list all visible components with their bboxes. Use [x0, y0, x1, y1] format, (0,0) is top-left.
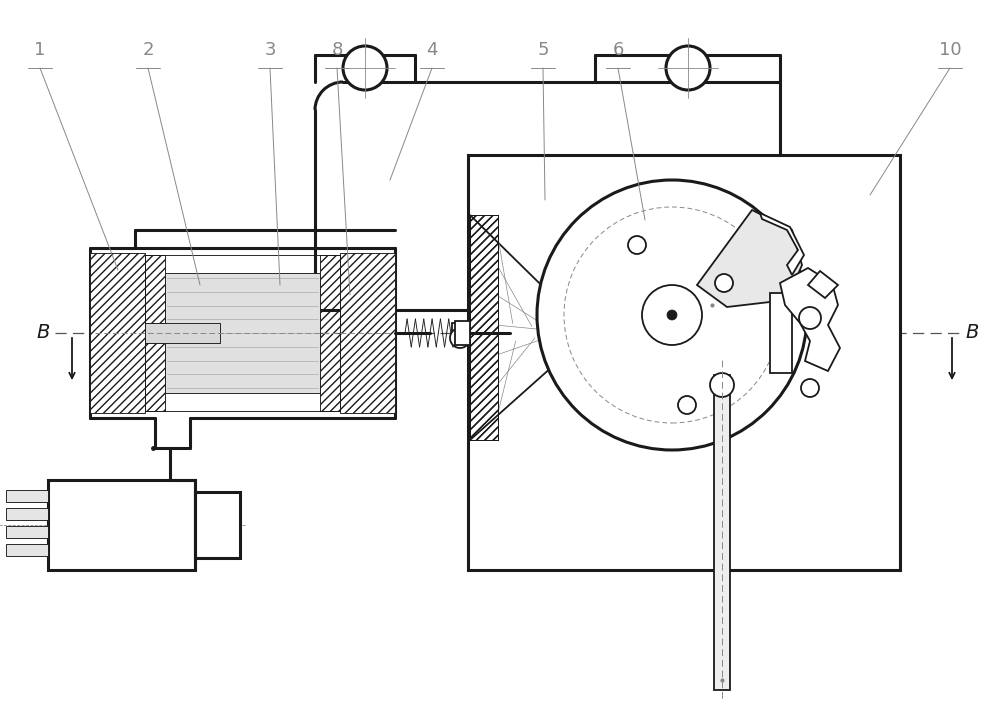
Bar — [770, 293, 792, 373]
Circle shape — [666, 46, 710, 90]
Text: 6: 6 — [612, 41, 624, 59]
Text: B: B — [965, 324, 978, 343]
Polygon shape — [470, 215, 590, 440]
Polygon shape — [780, 268, 840, 371]
Bar — [470, 215, 498, 440]
Text: 10: 10 — [939, 41, 961, 59]
Polygon shape — [808, 271, 838, 298]
Circle shape — [801, 379, 819, 397]
Bar — [340, 253, 395, 413]
Circle shape — [343, 46, 387, 90]
Bar — [6, 526, 48, 538]
Circle shape — [678, 396, 696, 414]
Bar — [320, 255, 340, 411]
Text: 4: 4 — [426, 41, 438, 59]
Circle shape — [628, 236, 646, 254]
Bar — [6, 544, 48, 556]
Bar — [468, 155, 900, 570]
Circle shape — [710, 373, 734, 397]
Polygon shape — [760, 213, 804, 275]
Text: 2: 2 — [142, 41, 154, 59]
Text: 8: 8 — [331, 41, 343, 59]
Bar — [145, 323, 220, 343]
Text: B: B — [37, 324, 50, 343]
Bar — [90, 253, 145, 413]
Polygon shape — [697, 210, 802, 307]
Bar — [470, 215, 498, 440]
Bar — [195, 492, 240, 558]
Bar — [452, 323, 468, 343]
Bar — [145, 255, 165, 411]
Bar — [6, 508, 48, 520]
Bar — [468, 215, 498, 440]
Bar — [48, 480, 195, 570]
Text: 3: 3 — [264, 41, 276, 59]
Bar — [455, 321, 470, 345]
Circle shape — [642, 285, 702, 345]
Circle shape — [537, 180, 807, 450]
Text: 5: 5 — [537, 41, 549, 59]
Bar — [6, 490, 48, 502]
Bar — [90, 253, 145, 413]
Text: 1: 1 — [34, 41, 46, 59]
Circle shape — [667, 310, 677, 320]
Circle shape — [450, 328, 470, 348]
Circle shape — [799, 307, 821, 329]
Bar — [340, 253, 395, 413]
Circle shape — [715, 274, 733, 292]
Bar — [714, 375, 730, 690]
Bar — [165, 273, 320, 393]
